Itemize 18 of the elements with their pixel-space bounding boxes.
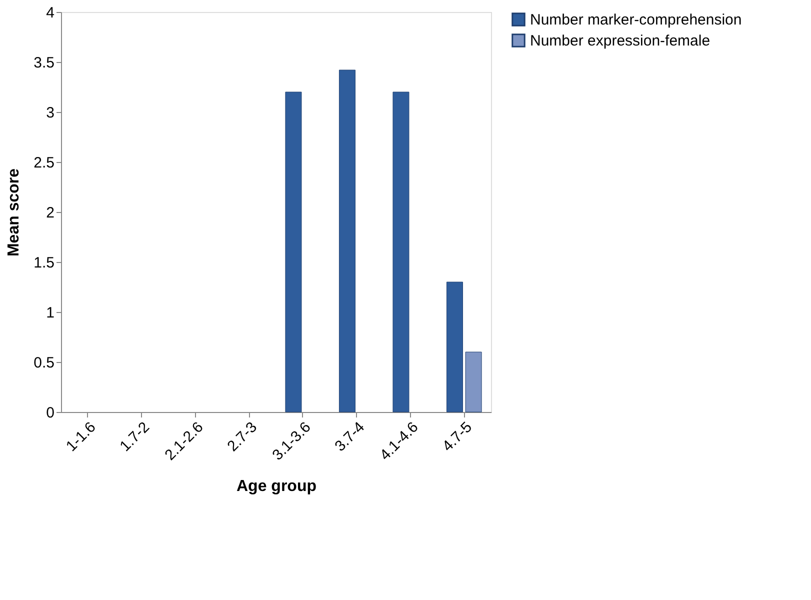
- bar: [338, 70, 356, 412]
- y-tick-label: 3.5: [34, 54, 54, 72]
- bar: [465, 352, 482, 412]
- y-tick-label: 2.5: [34, 154, 54, 172]
- y-tick-label: 0.5: [34, 354, 54, 372]
- y-tick-label: 3: [46, 104, 54, 122]
- legend-label: Number marker-comprehension: [530, 12, 742, 28]
- y-tick-label: 2: [46, 204, 54, 222]
- y-tick-label: 1.5: [34, 254, 54, 272]
- y-axis-title: Mean score: [6, 168, 23, 257]
- legend-label: Number expression-female: [530, 32, 710, 50]
- bar: [392, 92, 410, 412]
- x-axis-title: Age group: [236, 478, 317, 496]
- y-tick-label: 0: [46, 404, 54, 422]
- bar: [446, 282, 463, 412]
- y-tick-label: 4: [46, 4, 54, 22]
- y-tick-label: 1: [46, 304, 54, 322]
- bar: [285, 92, 302, 412]
